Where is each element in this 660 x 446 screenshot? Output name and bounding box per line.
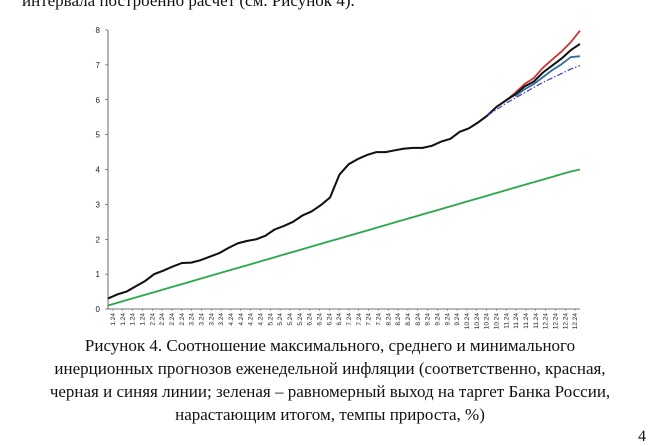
y-tick-label: 6 xyxy=(96,96,101,105)
x-tick-label: 12.24 xyxy=(543,313,550,330)
x-tick-label: 11.24 xyxy=(503,313,510,329)
x-tick-label: 2.24 xyxy=(169,313,176,326)
header-text: интервала построенно расчет (см. Рисунок… xyxy=(22,0,355,10)
x-tick-label: 11.24 xyxy=(513,313,520,329)
x-tick-label: 4.24 xyxy=(238,313,245,326)
caption-line: Рисунок 4. Соотношение максимального, ср… xyxy=(84,336,576,355)
y-tick-label: 4 xyxy=(96,166,101,175)
caption-line: инерционных прогнозов еженедельной инфля… xyxy=(54,359,606,378)
y-tick-label: 8 xyxy=(96,26,101,35)
y-tick-label: 3 xyxy=(96,200,101,209)
series-line xyxy=(487,65,581,116)
x-tick-label: 5.24 xyxy=(277,313,284,326)
figure-caption: Рисунок 4. Соотношение максимального, ср… xyxy=(0,334,660,426)
x-tick-label: 10.24 xyxy=(474,313,481,330)
x-tick-label: 5.24 xyxy=(297,313,304,326)
page-number: 4 xyxy=(638,428,646,445)
x-tick-label: 9.24 xyxy=(454,313,461,326)
y-tick-label: 2 xyxy=(96,235,101,244)
x-tick-label: 2.24 xyxy=(179,313,186,326)
x-tick-label: 12.24 xyxy=(572,313,579,330)
x-tick-label: 12.24 xyxy=(562,313,569,330)
x-tick-label: 8.24 xyxy=(405,313,412,326)
x-tick-label: 6.24 xyxy=(326,313,333,326)
x-tick-label: 10.24 xyxy=(464,313,471,330)
x-tick-label: 3.24 xyxy=(208,313,215,326)
x-tick-label: 10.24 xyxy=(484,313,491,330)
x-tick-label: 8.24 xyxy=(385,313,392,326)
y-tick-label: 5 xyxy=(96,131,101,140)
y-tick-label: 7 xyxy=(96,61,101,70)
x-tick-label: 3.24 xyxy=(189,313,196,326)
x-tick-label: 9.24 xyxy=(425,313,432,326)
x-tick-label: 2.24 xyxy=(159,313,166,326)
x-tick-label: 10.24 xyxy=(493,313,500,330)
x-tick-label: 7.24 xyxy=(356,313,363,326)
x-tick-label: 12.24 xyxy=(552,313,559,330)
series-line xyxy=(514,55,581,98)
x-tick-label: 6.24 xyxy=(316,313,323,326)
x-tick-label: 11.24 xyxy=(533,313,540,329)
x-tick-label: 3.24 xyxy=(218,313,225,326)
series-line xyxy=(107,43,581,300)
x-tick-label: 8.24 xyxy=(415,313,422,326)
x-tick-label: 8.24 xyxy=(395,313,402,326)
x-tick-label: 5.24 xyxy=(287,313,294,326)
x-tick-label: 1.24 xyxy=(110,313,117,326)
x-tick-label: 9.24 xyxy=(434,313,441,326)
y-axis-ticks: 0 1 2 3 4 5 6 7 8 xyxy=(96,26,108,314)
x-tick-label: 1.24 xyxy=(120,313,127,326)
x-axis-ticks: 1.24 1.24 1.24 1.24 2.24 2.24 2.24 2.24 3.24 3.24… xyxy=(110,309,579,329)
x-tick-label: 6.24 xyxy=(307,313,314,326)
x-tick-label: 7.24 xyxy=(375,313,382,326)
x-tick-label: 2.24 xyxy=(149,313,156,326)
x-tick-label: 5.24 xyxy=(267,313,274,326)
x-tick-label: 7.24 xyxy=(366,313,373,326)
x-tick-label: 7.24 xyxy=(346,313,353,326)
caption-line: черная и синяя линии; зеленая – равномер… xyxy=(49,382,611,401)
x-tick-label: 4.24 xyxy=(228,313,235,326)
caption-line: нарастающим итогом, темпы прироста, %) xyxy=(175,405,485,424)
x-tick-label: 6.24 xyxy=(336,313,343,326)
chart-series xyxy=(107,30,581,307)
x-tick-label: 4.24 xyxy=(248,313,255,326)
y-tick-label: 0 xyxy=(96,305,101,314)
x-tick-label: 1.24 xyxy=(139,313,146,326)
y-tick-label: 1 xyxy=(96,270,101,279)
x-tick-label: 4.24 xyxy=(257,313,264,326)
series-line xyxy=(107,168,581,307)
series-line xyxy=(107,30,581,300)
x-tick-label: 11.24 xyxy=(523,313,530,329)
x-tick-label: 1.24 xyxy=(130,313,137,326)
x-tick-label: 9.24 xyxy=(444,313,451,326)
x-tick-label: 3.24 xyxy=(198,313,205,326)
